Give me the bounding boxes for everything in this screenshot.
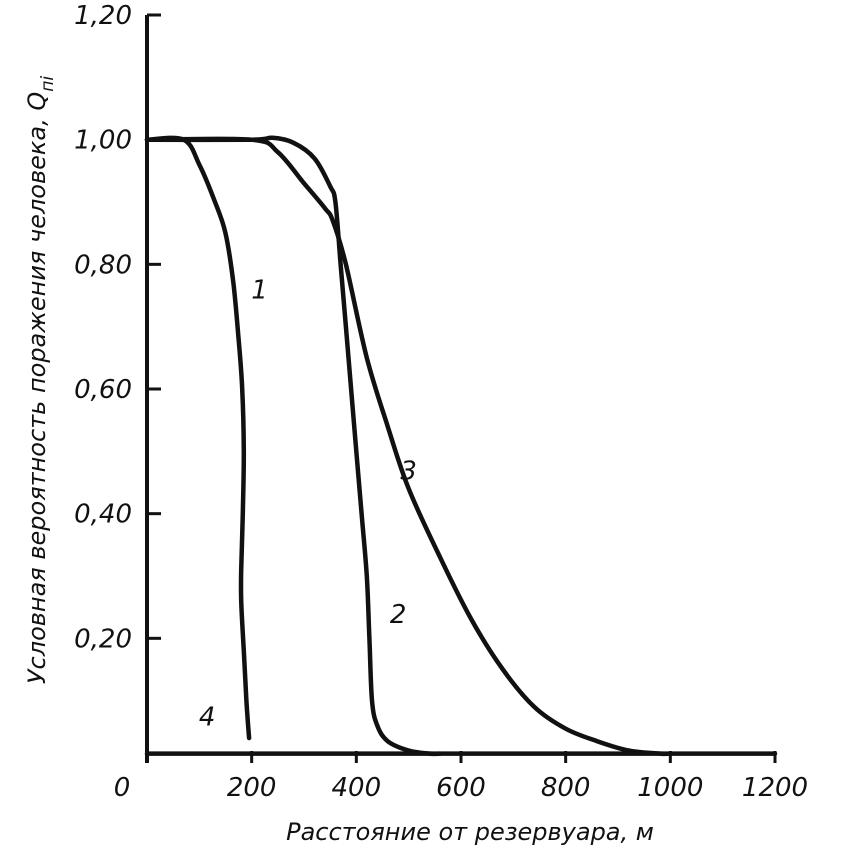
series-labels: 1 2 3 4 xyxy=(199,276,417,733)
y-axis-title-main: Условная вероятность поражения человека,… xyxy=(23,92,51,684)
x-tick-label: 600 xyxy=(436,773,486,803)
y-tick-label: 0,60 xyxy=(74,375,132,405)
x-tick-label: 800 xyxy=(541,773,591,803)
y-axis-title: Условная вероятность поражения человека,… xyxy=(23,76,58,684)
y-tick-label: 0,80 xyxy=(74,250,132,280)
x-tick-label: 1200 xyxy=(742,773,808,803)
y-tick-label: 0,40 xyxy=(74,500,132,530)
series-line-1 xyxy=(144,135,252,741)
x-tick-label: 400 xyxy=(332,773,382,803)
series-label-3: 3 xyxy=(400,456,417,486)
x-axis-ticks: 0 200 400 600 800 1000 1200 xyxy=(114,751,808,803)
series-line-2 xyxy=(144,135,443,757)
x-tick-label: 0 xyxy=(114,773,131,803)
y-axis-ticks: 0,20 0,40 0,60 0,80 1,00 1,20 xyxy=(74,1,161,654)
series-group xyxy=(144,135,778,757)
series-label-4: 4 xyxy=(199,703,216,733)
y-tick-label: 0,20 xyxy=(74,624,132,654)
x-tick-label: 200 xyxy=(227,773,277,803)
x-axis-title: Расстояние от резервуара, м xyxy=(286,818,654,846)
x-tick-label: 1000 xyxy=(637,773,703,803)
y-tick-label: 1,20 xyxy=(74,1,132,31)
series-label-1: 1 xyxy=(251,276,268,306)
y-axis-title-subscript: пi xyxy=(38,76,58,92)
series-label-2: 2 xyxy=(390,600,407,630)
y-tick-label: 1,00 xyxy=(74,126,132,156)
series-line-3 xyxy=(144,136,673,757)
